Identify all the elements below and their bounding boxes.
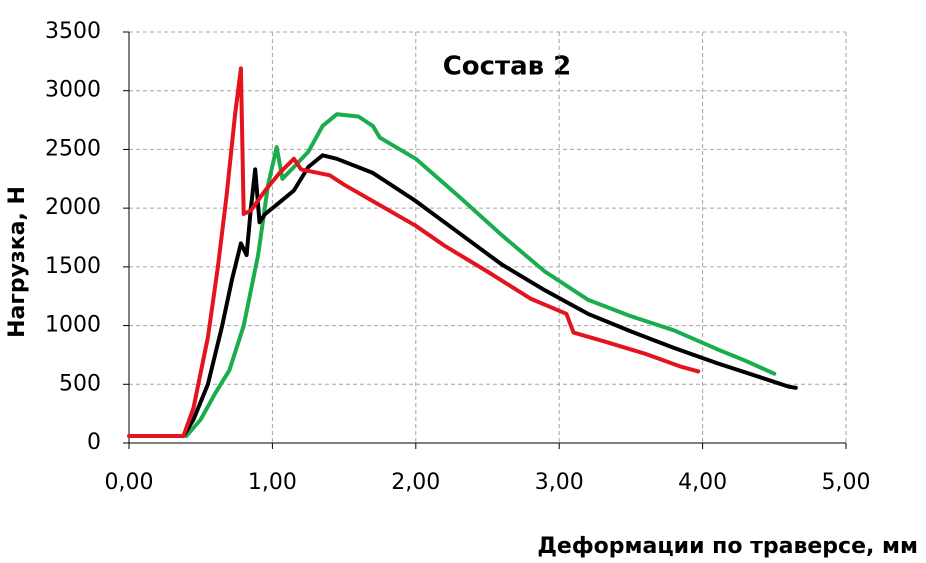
y-tick-label: 500 bbox=[59, 371, 101, 396]
data-line bbox=[127, 66, 701, 438]
chart-title: Состав 2 bbox=[443, 52, 572, 82]
y-tick-label: 3000 bbox=[45, 78, 101, 103]
y-tick-label: 1000 bbox=[45, 313, 101, 338]
x-tick-label: 4,00 bbox=[678, 470, 727, 495]
x-axis-label: Деформации по траверсе, мм bbox=[537, 534, 918, 559]
y-tick-label: 1500 bbox=[45, 254, 101, 279]
data-line bbox=[184, 112, 777, 438]
y-tick-label: 0 bbox=[87, 430, 101, 455]
y-axis-label: Нагрузка, Н bbox=[5, 186, 30, 338]
x-tick-label: 0,00 bbox=[105, 470, 154, 495]
y-tick-label: 2000 bbox=[45, 195, 101, 220]
x-tick-label: 5,00 bbox=[822, 470, 871, 495]
y-tick-label: 3500 bbox=[45, 19, 101, 44]
x-tick-label: 1,00 bbox=[248, 470, 297, 495]
x-tick-label: 2,00 bbox=[391, 470, 440, 495]
data-line bbox=[181, 153, 798, 438]
x-tick-label: 3,00 bbox=[535, 470, 584, 495]
y-tick-label: 2500 bbox=[45, 136, 101, 161]
